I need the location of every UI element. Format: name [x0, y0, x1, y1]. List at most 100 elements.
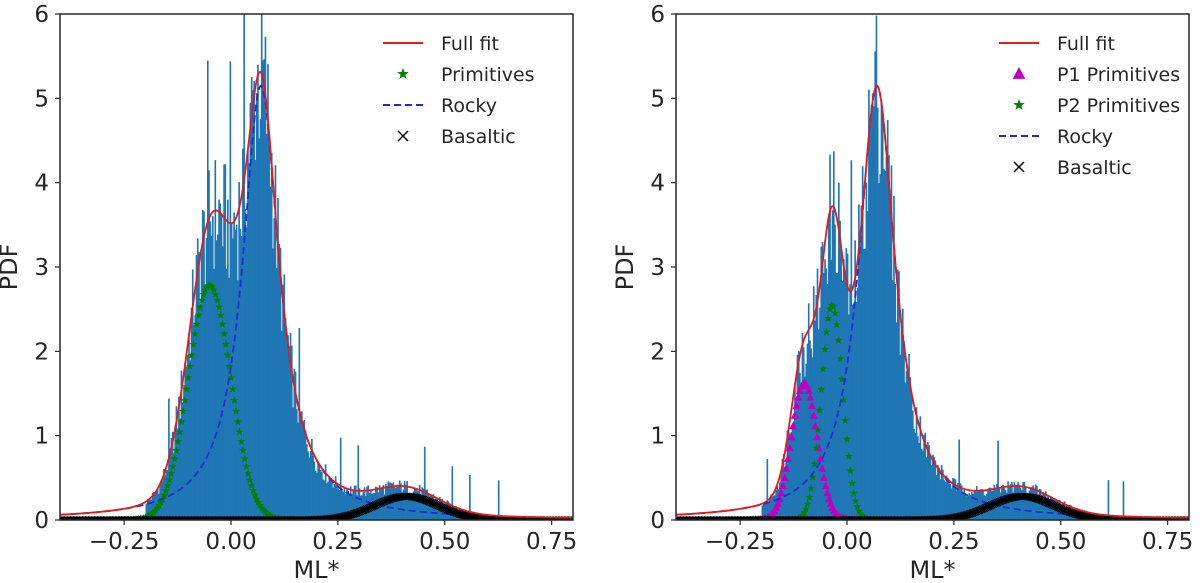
primitive-star: [254, 498, 263, 506]
legend: Full fit Primitives Rocky Basaltic: [383, 33, 535, 148]
histogram-bar: [795, 400, 798, 520]
histogram-bar: [810, 348, 813, 520]
histogram-bar: [155, 491, 158, 520]
legend-label: P1 Primitives: [1057, 64, 1180, 86]
histogram-bar: [431, 496, 434, 520]
x-tick-label: 0.75: [526, 529, 577, 555]
primitive-triangle: [821, 481, 830, 490]
histogram-bar: [831, 210, 834, 520]
histogram-bar: [1017, 482, 1019, 520]
primitive-star: [810, 459, 819, 468]
histogram-bar: [970, 492, 973, 520]
histogram-bar: [188, 333, 190, 520]
histogram-bar: [1047, 495, 1050, 520]
histogram-bar: [1032, 485, 1035, 520]
histogram-bar: [906, 371, 909, 520]
histogram-bar: [1026, 493, 1028, 520]
histogram-bar: [180, 370, 183, 520]
histogram-bar: [932, 454, 934, 520]
histogram-bar: [1024, 487, 1027, 520]
histogram-bar: [800, 382, 803, 520]
histogram-bar: [876, 107, 879, 520]
histogram-bar: [871, 93, 874, 520]
histogram-bar: [361, 495, 363, 520]
histogram-bar: [219, 203, 222, 520]
primitive-star: [249, 486, 258, 495]
histogram-bar: [807, 303, 810, 520]
histogram-bar: [968, 493, 971, 520]
primitive-star: [192, 320, 201, 328]
histogram-bar: [278, 244, 281, 520]
histogram-bar: [890, 165, 893, 520]
histogram-bar: [801, 332, 804, 520]
primitive-star: [174, 437, 182, 445]
primitive-triangle: [807, 401, 816, 410]
histogram-bar: [879, 174, 882, 520]
histogram-bar: [413, 488, 416, 520]
histogram-bar: [264, 36, 267, 520]
legend-item: Full fit: [383, 33, 499, 55]
histogram-bar: [288, 346, 291, 520]
histogram-bar: [308, 457, 311, 520]
legend-item: Basaltic: [397, 126, 516, 148]
histogram-bar: [366, 486, 368, 520]
basaltic-cross: [1079, 512, 1087, 520]
histogram-bar: [893, 195, 895, 520]
histogram-bar: [268, 142, 271, 520]
primitive-star: [805, 493, 814, 501]
primitive-star: [853, 502, 862, 511]
histogram-bar: [205, 237, 208, 520]
histogram-bar: [948, 484, 950, 520]
histogram-bar: [917, 436, 919, 520]
histogram-bar: [195, 255, 198, 520]
histogram-bar: [331, 482, 333, 520]
primitive-triangle: [816, 454, 825, 462]
histogram-bar: [794, 382, 796, 520]
histogram-bar: [889, 206, 892, 520]
histogram-bar: [771, 496, 774, 520]
histogram-bar: [910, 393, 913, 520]
histogram-bar: [186, 354, 189, 520]
histogram-bar: [927, 442, 929, 520]
histogram-bar: [824, 259, 826, 520]
histogram-bar: [344, 494, 347, 520]
histogram-bar: [363, 487, 366, 520]
histogram-bar: [406, 481, 408, 520]
primitive-triangle: [818, 464, 827, 472]
legend-label: Basaltic: [1057, 157, 1132, 179]
histogram-bar: [242, 148, 244, 520]
primitive-star: [223, 351, 232, 359]
y-tick-label: 2: [650, 339, 665, 365]
histogram-bar: [886, 120, 889, 520]
histogram-bar: [396, 484, 398, 520]
histogram-bar: [969, 495, 972, 520]
histogram-bar: [825, 268, 828, 520]
histogram-bar: [341, 488, 343, 520]
primitive-star: [209, 286, 218, 294]
primitive-star: [800, 508, 809, 517]
histogram-bar: [1037, 494, 1040, 520]
legend-label: P2 Primitives: [1057, 95, 1180, 117]
histogram-bar: [208, 170, 210, 520]
histogram-bar: [403, 480, 406, 520]
histogram-bar: [338, 490, 341, 520]
histogram-bar: [293, 368, 296, 520]
histogram-bar: [238, 182, 240, 520]
primitive-triangle: [783, 454, 793, 462]
histogram-bar: [239, 228, 242, 520]
primitive-star: [822, 327, 831, 336]
histogram-bar: [327, 481, 329, 520]
histogram-bar: [227, 199, 229, 520]
histogram-bar: [845, 248, 848, 520]
histogram-bar: [908, 354, 910, 520]
histogram-bar: [1012, 492, 1014, 520]
histogram-bar: [348, 494, 351, 520]
histogram-bar: [395, 487, 397, 520]
basaltic-cross: [337, 513, 346, 520]
rocky-curve: [60, 84, 573, 519]
histogram-bar: [1023, 482, 1026, 520]
primitive-star: [213, 296, 222, 304]
x-axis-title: ML*: [909, 556, 955, 583]
basaltic-cross: [409, 493, 417, 501]
histogram-bar: [781, 458, 784, 520]
